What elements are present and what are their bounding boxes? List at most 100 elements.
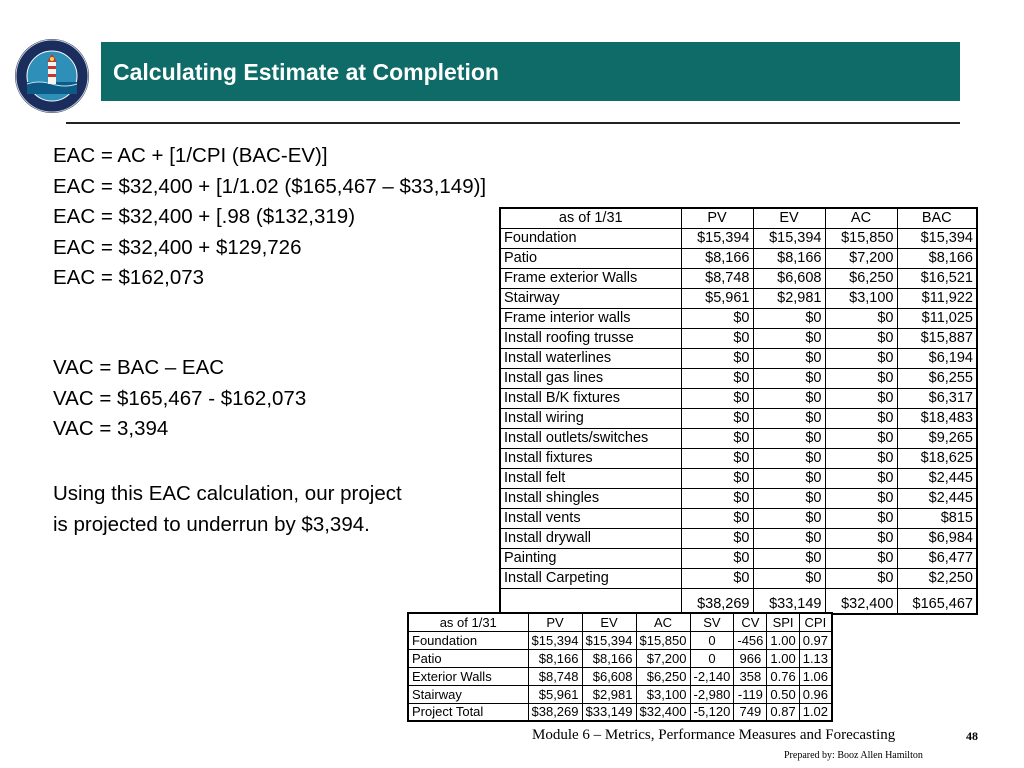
table-row: Install shingles $0 $0 $0 $2,445 — [499, 487, 978, 509]
value-cell: 0.50 — [766, 684, 800, 704]
value-cell: -5,120 — [689, 702, 735, 722]
value-cell: $8,748 — [527, 666, 583, 686]
value-cell: $18,483 — [896, 407, 978, 429]
value-cell: $6,250 — [635, 666, 691, 686]
eac-line: EAC = $32,400 + [1/1.02 ($165,467 – $33,… — [53, 174, 487, 198]
value-cell: $8,166 — [752, 247, 826, 269]
value-cell: 1.00 — [766, 630, 800, 650]
table-row: Install felt $0 $0 $0 $2,445 — [499, 467, 978, 489]
value-cell: $0 — [824, 387, 898, 409]
column-header: as of 1/31 — [407, 612, 529, 632]
column-header: EV — [581, 612, 637, 632]
value-cell: $0 — [680, 467, 754, 489]
value-cell: $6,608 — [581, 666, 637, 686]
value-cell: $0 — [824, 527, 898, 549]
value-cell: $3,100 — [635, 684, 691, 704]
value-cell: $6,250 — [824, 267, 898, 289]
column-header: EV — [752, 207, 826, 229]
value-cell: -119 — [733, 684, 768, 704]
booz-allen-hamilton-logo — [14, 38, 90, 114]
value-cell: $15,850 — [824, 227, 898, 249]
value-cell: $0 — [680, 447, 754, 469]
total-cell: $38,269 — [680, 594, 754, 615]
value-cell: $0 — [680, 547, 754, 569]
module-footer: Module 6 – Metrics, Performance Measures… — [532, 727, 896, 743]
value-cell: $0 — [752, 467, 826, 489]
value-cell: $6,477 — [896, 547, 978, 569]
value-cell: 1.00 — [766, 648, 800, 668]
task-detail-table: as of 1/31 PV EV AC BAC Foundation $15,39… — [499, 207, 978, 615]
total-cell: $32,400 — [824, 594, 898, 615]
conclusion-line: Using this EAC calculation, our project — [53, 482, 402, 505]
column-header: as of 1/31 — [499, 207, 682, 229]
value-cell: $815 — [896, 507, 978, 529]
value-cell: $2,981 — [752, 287, 826, 309]
value-cell: $8,166 — [680, 247, 754, 269]
value-cell: $33,149 — [581, 702, 637, 722]
task-name-cell: Install B/K fixtures — [499, 387, 682, 409]
value-cell: $0 — [680, 567, 754, 589]
value-cell: 1.06 — [798, 666, 833, 686]
value-cell: $7,200 — [635, 648, 691, 668]
table-row: Install outlets/switches $0 $0 $0 $9,265 — [499, 427, 978, 449]
table-row: Install gas lines $0 $0 $0 $6,255 — [499, 367, 978, 389]
value-cell: $3,100 — [824, 287, 898, 309]
eac-line: EAC = AC + [1/CPI (BAC-EV)] — [53, 144, 328, 167]
total-cell: $165,467 — [896, 594, 978, 615]
value-cell: 0.87 — [766, 702, 800, 722]
value-cell: $0 — [752, 347, 826, 369]
value-cell: $0 — [824, 467, 898, 489]
column-header: PV — [527, 612, 583, 632]
value-cell: $5,961 — [680, 287, 754, 309]
table-row: Install waterlines $0 $0 $0 $6,194 — [499, 347, 978, 369]
eac-line: EAC = $32,400 + [.98 ($132,319) — [53, 205, 356, 228]
value-cell: $32,400 — [635, 702, 691, 722]
column-header: AC — [824, 207, 898, 229]
task-name-cell: Install wiring — [499, 407, 682, 429]
value-cell: $15,394 — [752, 227, 826, 249]
table-row: Stairway $5,961 $2,981 $3,100 $11,922 — [499, 287, 978, 309]
value-cell: $0 — [824, 507, 898, 529]
column-header: AC — [635, 612, 691, 632]
value-cell: $15,394 — [581, 630, 637, 650]
value-cell: $0 — [752, 487, 826, 509]
value-cell: 0.76 — [766, 666, 800, 686]
value-cell: $0 — [824, 407, 898, 429]
value-cell: $2,250 — [896, 567, 978, 589]
task-name-cell: Foundation — [499, 227, 682, 249]
vac-line: VAC = 3,394 — [53, 417, 169, 440]
value-cell: $6,984 — [896, 527, 978, 549]
table-row: Install fixtures $0 $0 $0 $18,625 — [499, 447, 978, 469]
table-row: Project Total $38,269 $33,149 $32,400 -5,120… — [407, 702, 833, 722]
value-cell: $15,394 — [527, 630, 583, 650]
value-cell: $6,608 — [752, 267, 826, 289]
title-bar: Calculating Estimate at Completion — [101, 42, 960, 101]
value-cell: $15,887 — [896, 327, 978, 349]
column-header: PV — [680, 207, 754, 229]
task-name-cell: Patio — [499, 247, 682, 269]
row-label-cell: Exterior Walls — [407, 666, 529, 686]
page-number: 48 — [966, 729, 978, 743]
column-header: SPI — [766, 612, 800, 632]
table-row: Install B/K fixtures $0 $0 $0 $6,317 — [499, 387, 978, 409]
value-cell: -2,980 — [689, 684, 735, 704]
value-cell: $0 — [680, 527, 754, 549]
row-label-cell: Foundation — [407, 630, 529, 650]
value-cell: $8,166 — [581, 648, 637, 668]
value-cell: $0 — [680, 407, 754, 429]
value-cell: -2,140 — [689, 666, 735, 686]
value-cell: 0.96 — [798, 684, 833, 704]
value-cell: $0 — [752, 507, 826, 529]
spacer-row — [499, 587, 978, 594]
value-cell: $8,166 — [527, 648, 583, 668]
value-cell: $6,194 — [896, 347, 978, 369]
task-name-cell: Frame interior walls — [499, 307, 682, 329]
column-header: SV — [689, 612, 735, 632]
value-cell: 1.02 — [798, 702, 833, 722]
value-cell: -456 — [733, 630, 768, 650]
lighthouse-seal-icon — [15, 39, 89, 113]
vac-formula-block: VAC = BAC – EAC VAC = $165,467 - $162,07… — [53, 353, 306, 445]
value-cell: $8,166 — [896, 247, 978, 269]
value-cell: $0 — [680, 387, 754, 409]
value-cell: $0 — [680, 427, 754, 449]
